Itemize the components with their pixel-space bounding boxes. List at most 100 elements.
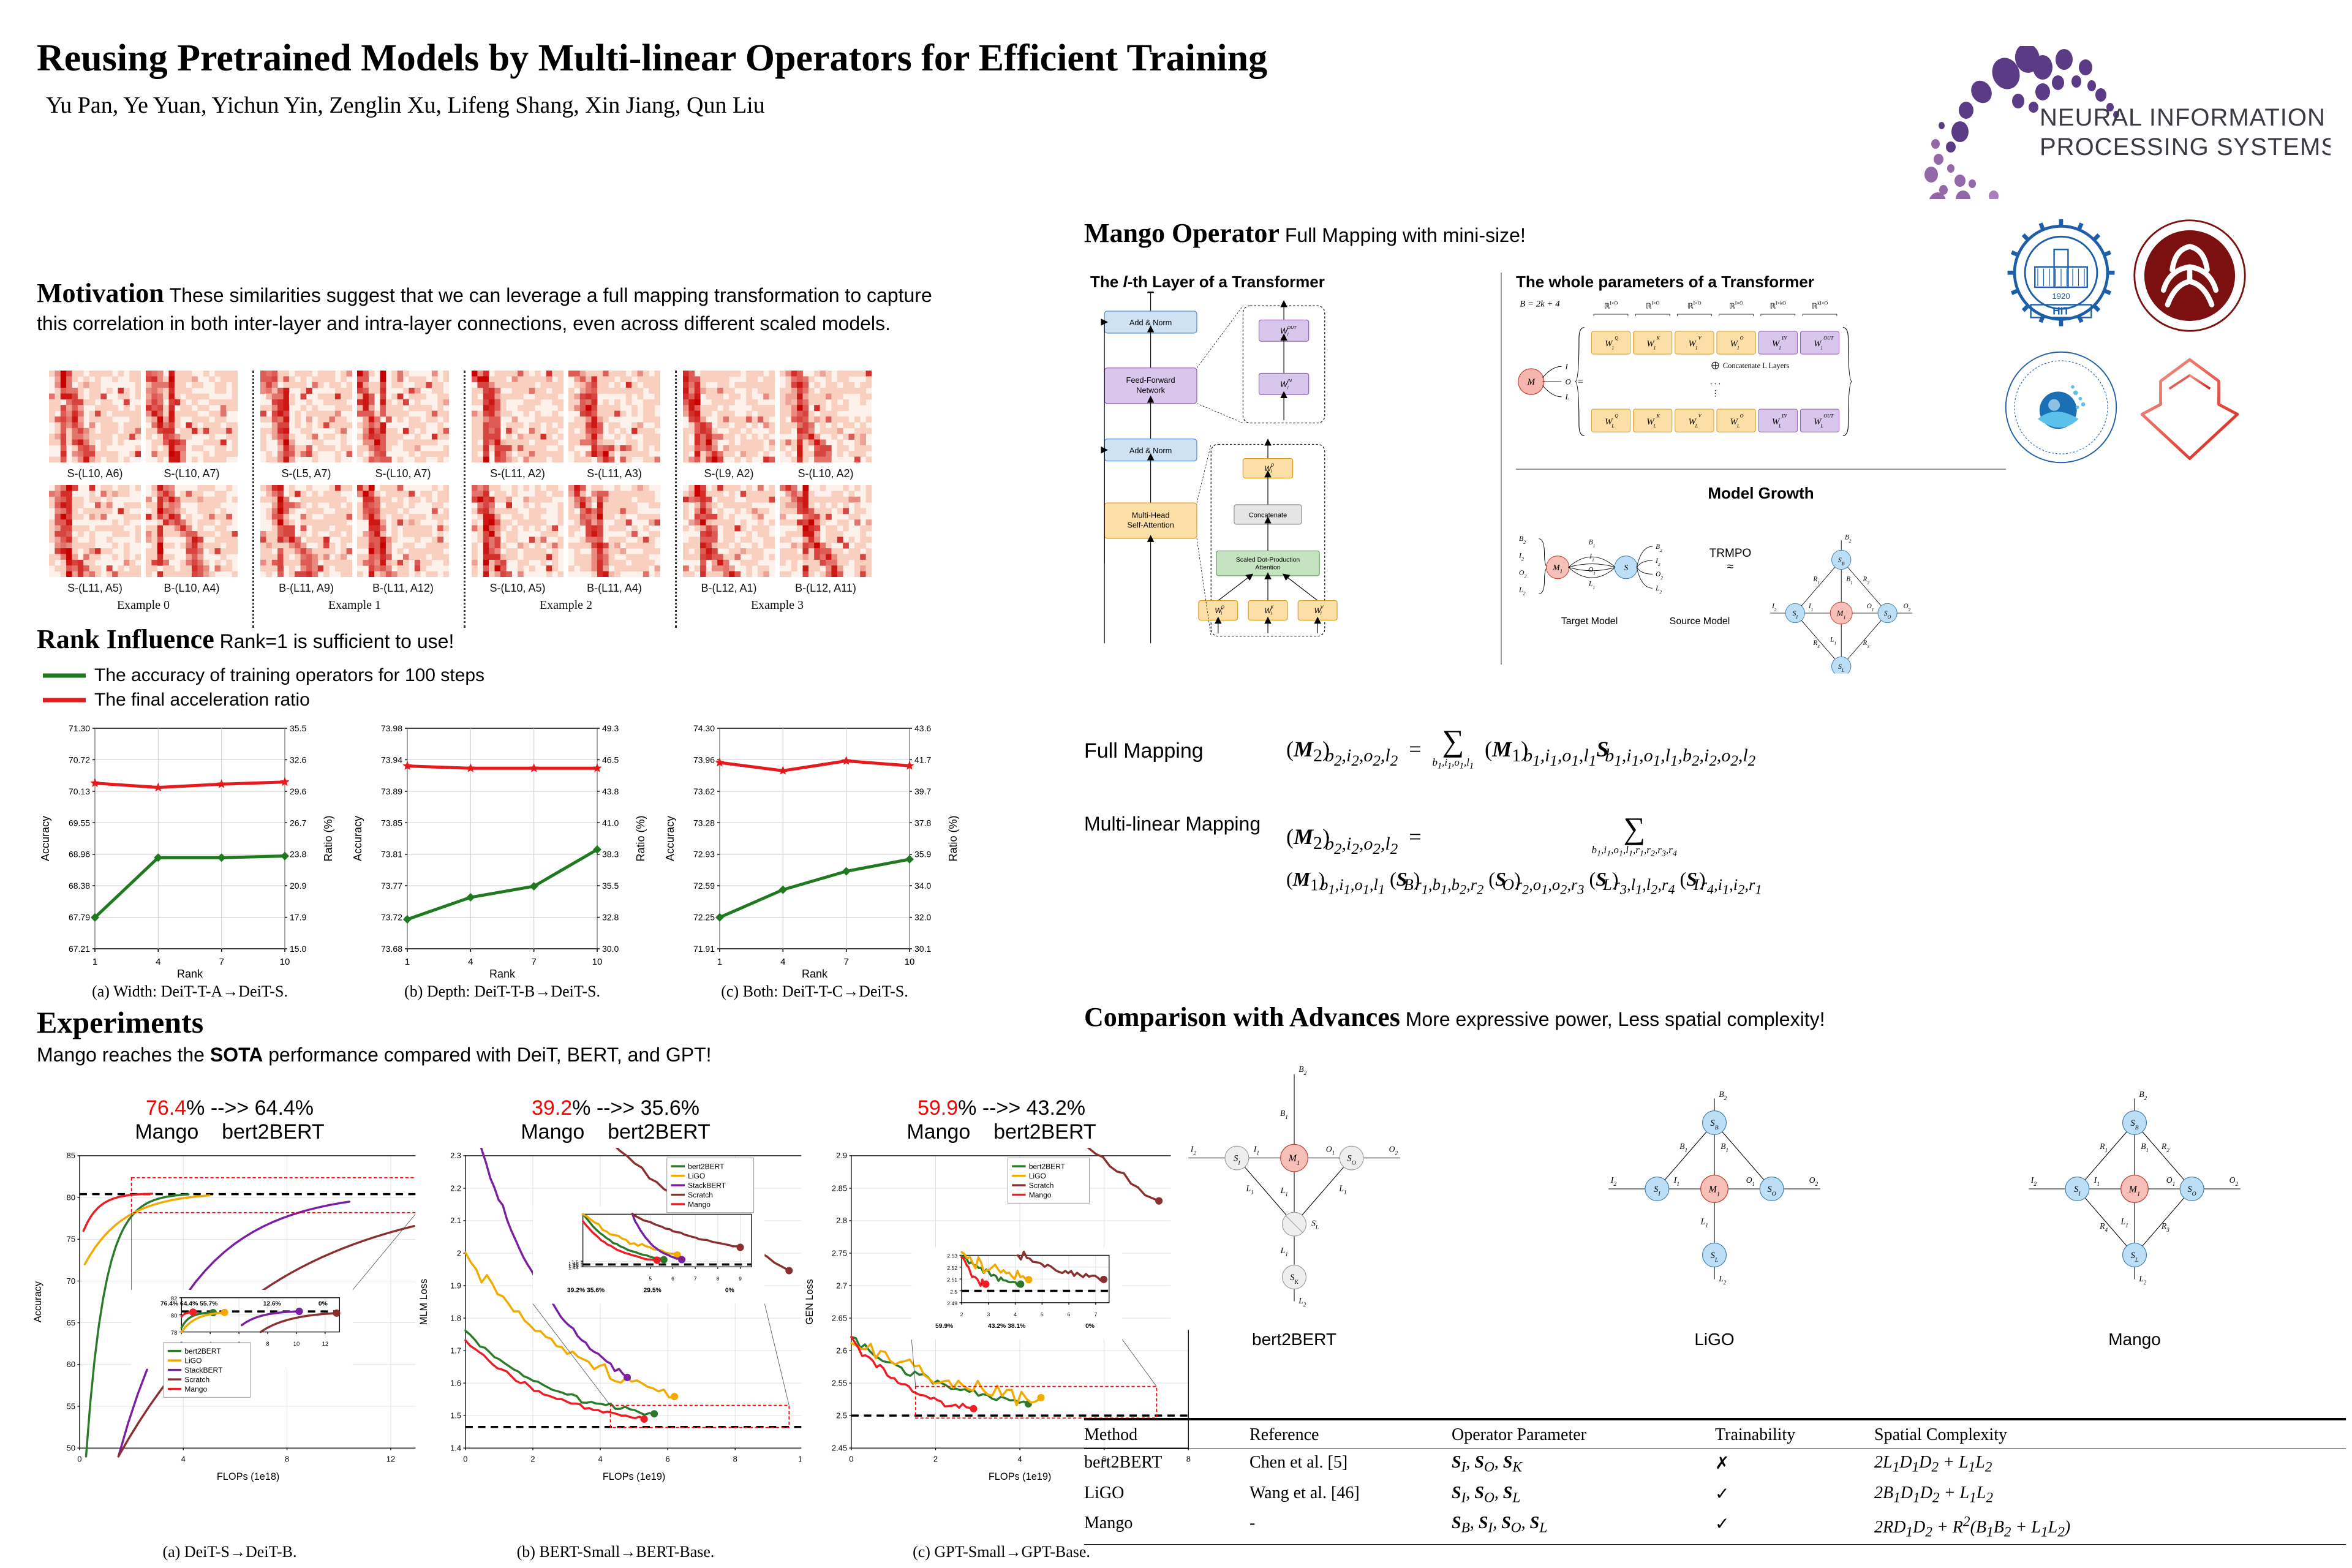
svg-text:K: K xyxy=(1271,605,1274,609)
svg-text:76.4% 64.4% 55.7%: 76.4% 64.4% 55.7% xyxy=(160,1301,217,1308)
svg-text:71.30: 71.30 xyxy=(69,723,90,733)
svg-text:Concatenate: Concatenate xyxy=(1249,511,1287,519)
svg-text:41.0: 41.0 xyxy=(602,818,619,827)
svg-text:1920: 1920 xyxy=(2052,292,2070,301)
svg-text:46.5: 46.5 xyxy=(602,755,619,765)
svg-text:K: K xyxy=(1656,336,1660,341)
svg-text:. . .: . . . xyxy=(1710,377,1721,386)
svg-text:1: 1 xyxy=(717,957,722,967)
svg-text:4: 4 xyxy=(156,957,160,967)
svg-text:10: 10 xyxy=(293,1341,300,1348)
svg-text:29.6: 29.6 xyxy=(290,786,306,796)
svg-text:10: 10 xyxy=(592,957,603,967)
svg-text:8: 8 xyxy=(733,1455,737,1464)
svg-text:0%: 0% xyxy=(725,1287,734,1294)
svg-text:Self-Attention: Self-Attention xyxy=(1127,521,1174,530)
svg-text:Rank: Rank xyxy=(489,968,516,980)
svg-text:10: 10 xyxy=(905,957,915,967)
svg-text:2.75: 2.75 xyxy=(832,1248,847,1257)
svg-text:Scratch: Scratch xyxy=(1029,1181,1054,1189)
svg-text:Q: Q xyxy=(1221,605,1224,609)
svg-text:4: 4 xyxy=(598,1455,602,1464)
svg-text:73.96: 73.96 xyxy=(693,755,715,765)
svg-text:Mango: Mango xyxy=(1029,1191,1052,1199)
svg-text:O: O xyxy=(1740,413,1744,419)
svg-text:7: 7 xyxy=(844,957,849,967)
svg-text:41.7: 41.7 xyxy=(914,755,931,765)
svg-text:15.0: 15.0 xyxy=(290,944,306,954)
svg-text:39.2% 35.6%: 39.2% 35.6% xyxy=(567,1287,605,1294)
svg-text:Mango: Mango xyxy=(184,1385,207,1393)
svg-text:K: K xyxy=(1656,413,1660,419)
svg-text:PROCESSING SYSTEMS: PROCESSING SYSTEMS xyxy=(2040,134,2331,160)
svg-text:12: 12 xyxy=(322,1341,329,1348)
svg-text:9: 9 xyxy=(739,1276,742,1282)
svg-text:7: 7 xyxy=(219,957,224,967)
svg-text:6: 6 xyxy=(671,1276,674,1282)
svg-text:30.1: 30.1 xyxy=(914,944,931,954)
svg-text:75: 75 xyxy=(67,1235,75,1244)
svg-text:32.0: 32.0 xyxy=(914,913,931,922)
svg-text:Q: Q xyxy=(1615,413,1618,419)
svg-text:73.62: 73.62 xyxy=(693,786,715,796)
svg-text:0%: 0% xyxy=(318,1301,328,1308)
svg-text:0: 0 xyxy=(77,1455,81,1464)
svg-text:FLOPs (1e19): FLOPs (1e19) xyxy=(989,1471,1052,1482)
svg-text:67.21: 67.21 xyxy=(69,944,90,954)
svg-text:74.30: 74.30 xyxy=(693,723,715,733)
svg-text:GEN Loss: GEN Loss xyxy=(804,1279,815,1324)
svg-text:2.2: 2.2 xyxy=(450,1183,461,1193)
svg-text:59.9%: 59.9% xyxy=(935,1323,953,1330)
svg-text:Ratio (%): Ratio (%) xyxy=(635,816,647,862)
svg-text:39.7: 39.7 xyxy=(914,786,931,796)
svg-text:1: 1 xyxy=(1653,345,1656,351)
svg-text:L: L xyxy=(1695,423,1698,429)
svg-text:5: 5 xyxy=(1041,1311,1044,1317)
svg-text:Attention: Attention xyxy=(1255,565,1280,571)
svg-text:73.81: 73.81 xyxy=(381,850,402,859)
svg-text:OUT: OUT xyxy=(1287,326,1297,330)
svg-text:2: 2 xyxy=(960,1311,963,1317)
svg-text:2.49: 2.49 xyxy=(947,1300,957,1306)
svg-text:50: 50 xyxy=(67,1444,75,1453)
svg-text:2.8: 2.8 xyxy=(836,1216,847,1225)
svg-text:2: 2 xyxy=(933,1455,938,1464)
svg-text:26.7: 26.7 xyxy=(290,818,306,827)
svg-text:S: S xyxy=(1624,563,1628,572)
svg-text:O: O xyxy=(1740,336,1744,341)
svg-text:Scaled Dot-Production: Scaled Dot-Production xyxy=(1236,557,1300,564)
svg-text:LiGO: LiGO xyxy=(1029,1172,1046,1180)
svg-text:Q: Q xyxy=(1615,336,1618,341)
svg-text:38.3: 38.3 xyxy=(602,850,619,859)
svg-text:Scratch: Scratch xyxy=(184,1375,209,1384)
svg-text:8: 8 xyxy=(266,1341,269,1348)
svg-text:StackBERT: StackBERT xyxy=(184,1366,223,1374)
svg-text:2.1: 2.1 xyxy=(450,1216,461,1225)
svg-text:HIT: HIT xyxy=(2052,306,2070,317)
svg-text:73.77: 73.77 xyxy=(381,881,402,891)
svg-text:72.93: 72.93 xyxy=(693,850,715,859)
svg-text:Accuracy: Accuracy xyxy=(664,816,676,861)
svg-text:OUT: OUT xyxy=(1823,336,1834,341)
svg-text:1.8: 1.8 xyxy=(450,1313,461,1322)
svg-text:2.51: 2.51 xyxy=(947,1276,957,1283)
svg-text:2.3: 2.3 xyxy=(450,1151,461,1160)
svg-text:32.8: 32.8 xyxy=(602,913,619,922)
svg-text:35.5: 35.5 xyxy=(602,881,619,891)
svg-text:43.8: 43.8 xyxy=(602,786,619,796)
svg-text:StackBERT: StackBERT xyxy=(688,1181,726,1189)
svg-text:2.9: 2.9 xyxy=(836,1151,847,1160)
svg-text:0: 0 xyxy=(849,1455,853,1464)
svg-text:B = 2k + 4: B = 2k + 4 xyxy=(1520,300,1560,309)
svg-text:6: 6 xyxy=(1068,1311,1071,1317)
svg-text:4: 4 xyxy=(780,957,785,967)
svg-text:IN: IN xyxy=(1781,413,1787,419)
svg-text:IN: IN xyxy=(1287,379,1292,383)
svg-text:69.55: 69.55 xyxy=(69,818,90,827)
svg-text:4: 4 xyxy=(181,1455,186,1464)
svg-text:71.91: 71.91 xyxy=(693,944,715,954)
svg-text:OUT: OUT xyxy=(1823,413,1834,419)
svg-text:12.6%: 12.6% xyxy=(263,1301,281,1308)
svg-text:35.9: 35.9 xyxy=(914,850,931,859)
svg-text:FLOPs (1e19): FLOPs (1e19) xyxy=(603,1471,666,1482)
